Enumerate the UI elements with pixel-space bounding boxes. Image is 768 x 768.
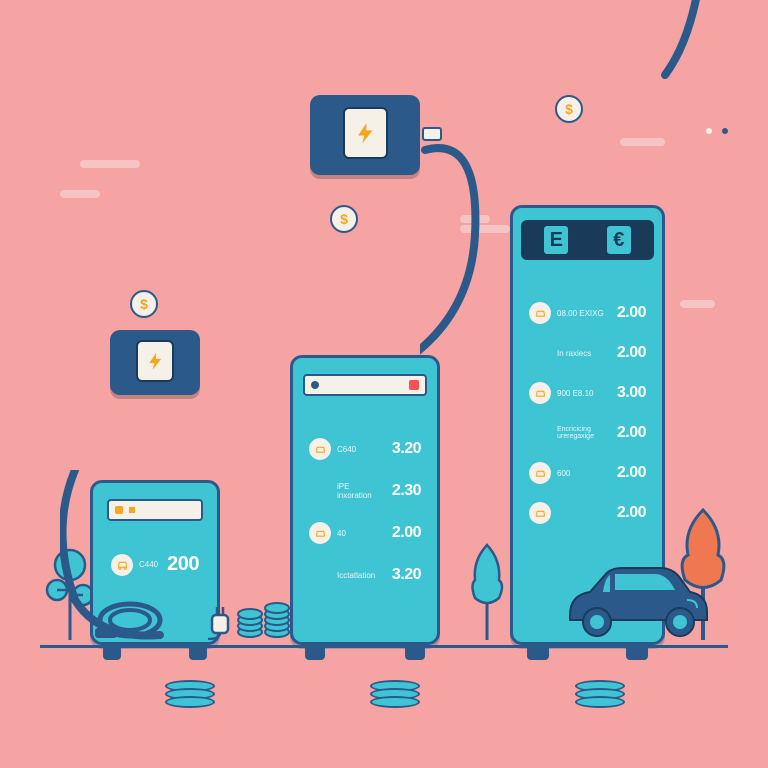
row-label: In raxiecs: [557, 349, 611, 358]
bolt-icon: [136, 340, 174, 382]
display-bar: [107, 499, 203, 521]
row-price: 2.00: [617, 344, 646, 362]
charger-coil: [90, 590, 190, 645]
cloud: [620, 138, 665, 146]
lcd-char: E: [544, 226, 568, 254]
price-row: C440 200: [103, 551, 207, 578]
price-row: Icctatlation 3.20: [301, 562, 429, 588]
cloud: [460, 225, 510, 233]
dollar-icon: $: [130, 290, 158, 318]
dollar-icon: $: [330, 205, 358, 233]
station-head: [310, 95, 420, 175]
price-row: 900 E8.10 3.00: [521, 380, 654, 406]
coin-stack: [370, 684, 420, 708]
price-row: iPE inxoration 2.30: [301, 478, 429, 504]
car-icon: [309, 438, 331, 460]
ev-car: [555, 560, 715, 645]
row-price: 2.00: [617, 424, 646, 442]
row-label: C640: [337, 445, 386, 454]
row-label: Icctatlation: [337, 571, 386, 580]
price-row: Encricicing ureregaxige 2.00: [521, 420, 654, 446]
car-icon: [529, 502, 551, 524]
row-price: 2.30: [392, 482, 421, 500]
cloud: [60, 190, 100, 198]
cloud: [680, 300, 715, 308]
price-row: 08.00 EXIXG 2.00: [521, 300, 654, 326]
car-icon: [309, 522, 331, 544]
row-price: 200: [167, 553, 199, 576]
coin-stack: [575, 684, 625, 708]
coin-stack: [165, 684, 215, 708]
decorative-dots: [706, 128, 728, 134]
row-label: 600: [557, 469, 611, 478]
row-label: iPE inxoration: [337, 482, 386, 500]
row-price: 3.20: [392, 440, 421, 458]
car-icon: [529, 302, 551, 324]
car-icon: [111, 554, 133, 576]
row-label: 900 E8.10: [557, 389, 611, 398]
row-price: 3.00: [617, 384, 646, 402]
row-price: 3.20: [392, 566, 421, 584]
ground-line: [40, 645, 728, 648]
row-price: 2.00: [392, 524, 421, 542]
price-row: C640 3.20: [301, 436, 429, 462]
tree-teal: [465, 540, 510, 645]
lcd-char: €: [607, 226, 631, 254]
charging-station-medium: C640 3.20 iPE inxoration 2.30 40 2.00 Ic…: [290, 355, 440, 645]
display-bar: [303, 374, 427, 396]
price-row: 40 2.00: [301, 520, 429, 546]
row-label: C440: [139, 560, 161, 569]
charging-cable: [660, 0, 740, 125]
plant-left: [45, 540, 95, 645]
row-label: 08.00 EXIXG: [557, 309, 611, 318]
car-icon: [529, 382, 551, 404]
cloud: [80, 160, 140, 168]
price-row: In raxiecs 2.00: [521, 340, 654, 366]
bolt-icon: [343, 107, 388, 159]
car-icon: [529, 462, 551, 484]
price-row: 2.00: [521, 500, 654, 526]
plug-icon: [200, 605, 240, 645]
cloud: [460, 215, 490, 223]
row-label: Encricicing ureregaxige: [557, 426, 611, 440]
coin-columns: [235, 590, 305, 645]
row-price: 2.00: [617, 304, 646, 322]
row-label: 40: [337, 529, 386, 538]
dollar-icon: $: [555, 95, 583, 123]
lcd-display: E €: [521, 220, 654, 260]
price-row: 600 2.00: [521, 460, 654, 486]
row-price: 2.00: [617, 464, 646, 482]
row-price: 2.00: [617, 504, 646, 522]
station-head: [110, 330, 200, 395]
